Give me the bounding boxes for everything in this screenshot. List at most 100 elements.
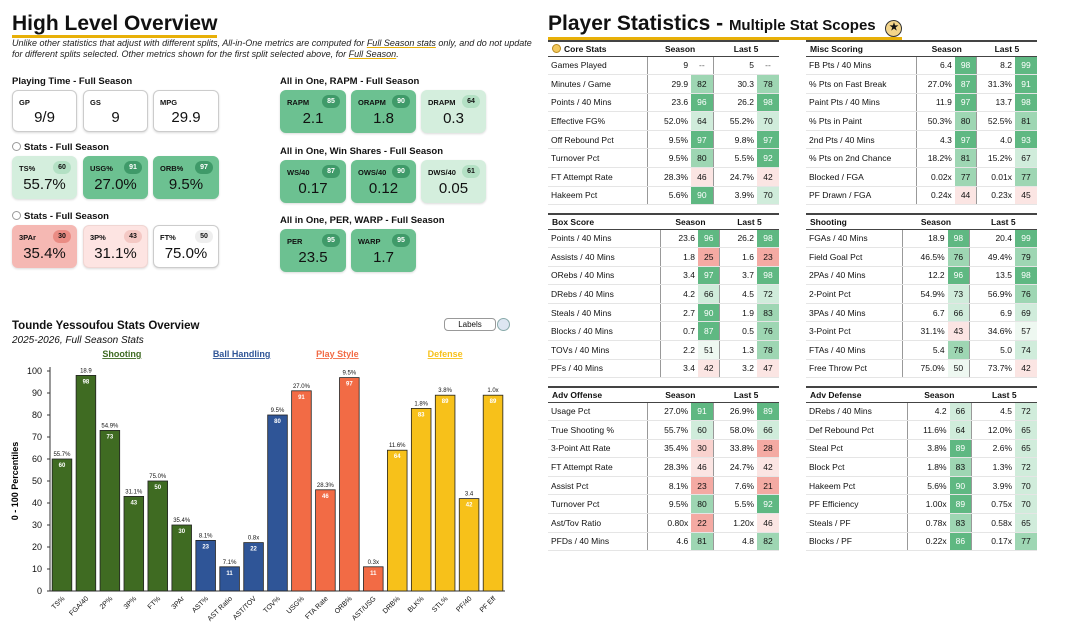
table-row[interactable]: Def Rebound Pct 11.6% 64 12.0% 65	[806, 420, 1037, 440]
card-label: WS/40	[287, 168, 310, 177]
card-ws40[interactable]: WS/40 87 0.17	[280, 160, 346, 203]
card-gp[interactable]: GP 9/9	[12, 90, 77, 132]
card-warp[interactable]: WARP 95 1.7	[351, 229, 416, 272]
table-row[interactable]: Points / 40 Mins 23.6 96 26.2 98	[548, 229, 779, 249]
bar-percentile-label: 89	[490, 399, 497, 405]
card-3p[interactable]: 3P% 43 31.1%	[83, 225, 148, 268]
table-row[interactable]: PF Efficiency 1.00x 89 0.75x 70	[806, 494, 1037, 515]
table-row[interactable]: DRebs / 40 Mins 4.2 66 4.5 72	[548, 284, 779, 304]
table-row[interactable]: FGAs / 40 Mins 18.9 98 20.4 99	[806, 229, 1037, 249]
stat-name: DRebs / 40 Mins	[806, 402, 908, 422]
table-row[interactable]: FTAs / 40 Mins 5.4 78 5.0 74	[806, 340, 1037, 360]
card-3par[interactable]: 3PAr 30 35.4%	[12, 225, 77, 268]
table-row[interactable]: Field Goal Pct 46.5% 76 49.4% 79	[806, 247, 1037, 267]
table-row[interactable]: Games Played 9 -- 5 --	[548, 56, 779, 76]
table-row[interactable]: Blocked / FGA 0.02x 77 0.01x 77	[806, 167, 1037, 187]
table-row[interactable]: Block Pct 1.8% 83 1.3% 72	[806, 457, 1037, 477]
table-row[interactable]: Steals / PF 0.78x 83 0.58x 65	[806, 513, 1037, 533]
group-title-stats-2[interactable]: Stats - Full Season	[12, 211, 109, 222]
table-row[interactable]: Steal Pct 3.8% 89 2.6% 65	[806, 439, 1037, 459]
card-drapm[interactable]: DRAPM 64 0.3	[421, 90, 486, 133]
table-row[interactable]: Assist Pct 8.1% 23 7.6% 21	[548, 476, 779, 496]
table-row[interactable]: Blocks / 40 Mins 0.7 87 0.5 76	[548, 321, 779, 342]
card-dws40[interactable]: DWS/40 61 0.05	[421, 160, 486, 203]
table-row[interactable]: Free Throw Pct 75.0% 50 73.7% 42	[806, 359, 1037, 379]
last5-percentile: 92	[757, 148, 779, 169]
table-row[interactable]: Hakeem Pct 5.6% 90 3.9% 70	[548, 186, 779, 206]
table-row[interactable]: 2-Point Pct 54.9% 73 56.9% 76	[806, 284, 1037, 304]
table-row[interactable]: PF Drawn / FGA 0.24x 44 0.23x 45	[806, 186, 1037, 206]
table-row[interactable]: Blocks / PF 0.22x 86 0.17x 77	[806, 532, 1037, 552]
card-ts[interactable]: TS% 60 55.7%	[12, 156, 77, 199]
last5-percentile: 77	[1015, 532, 1037, 552]
table-row[interactable]: Effective FG% 52.0% 64 55.2% 70	[548, 111, 779, 131]
card-gs[interactable]: GS 9	[83, 90, 148, 132]
season-value: 29.9	[646, 74, 692, 94]
table-row[interactable]: FT Attempt Rate 28.3% 46 24.7% 42	[548, 167, 779, 187]
table-row[interactable]: DRebs / 40 Mins 4.2 66 4.5 72	[806, 402, 1037, 422]
season-percentile: 50	[947, 359, 970, 379]
player-statistics-title: Player Statistics - Multiple Stat Scopes…	[548, 12, 903, 40]
full-season-stats-link[interactable]: Full Season stats	[366, 38, 436, 48]
last5-header[interactable]: Last 5	[713, 386, 779, 403]
table-row[interactable]: Points / 40 Mins 23.6 96 26.2 98	[548, 93, 779, 113]
season-value: 12.2	[901, 266, 948, 286]
table-row[interactable]: FT Attempt Rate 28.3% 46 24.7% 42	[548, 457, 779, 477]
bar	[51, 458, 73, 592]
desc-text-3: .	[396, 49, 399, 59]
card-mpg[interactable]: MPG 29.9	[153, 90, 219, 132]
card-value: 23.5	[298, 249, 328, 266]
table-row[interactable]: % Pts on Fast Break 27.0% 87 31.3% 91	[806, 74, 1037, 94]
table-row[interactable]: % Pts on 2nd Chance 18.2% 81 15.2% 67	[806, 148, 1037, 169]
season-header[interactable]: Season	[916, 40, 977, 57]
table-row[interactable]: 2PAs / 40 Mins 12.2 96 13.5 98	[806, 266, 1037, 286]
table-row[interactable]: Usage Pct 27.0% 91 26.9% 89	[548, 402, 779, 422]
season-header[interactable]: Season	[647, 40, 714, 57]
card-orapm[interactable]: ORAPM 90 1.8	[351, 90, 416, 133]
table-row[interactable]: PFs / 40 Mins 3.4 42 3.2 47	[548, 359, 779, 379]
table-row[interactable]: PFDs / 40 Mins 4.6 81 4.8 82	[548, 532, 779, 552]
table-row[interactable]: 2nd Pts / 40 Mins 4.3 97 4.0 93	[806, 130, 1037, 150]
card-orb[interactable]: ORB% 97 9.5%	[153, 156, 219, 199]
table-row[interactable]: Paint Pts / 40 Mins 11.9 97 13.7 98	[806, 93, 1037, 113]
table-row[interactable]: Assists / 40 Mins 1.8 25 1.6 23	[548, 247, 779, 267]
season-header[interactable]: Season	[902, 213, 970, 230]
table-row[interactable]: Hakeem Pct 5.6% 90 3.9% 70	[806, 476, 1037, 496]
table-row[interactable]: TOVs / 40 Mins 2.2 51 1.3 78	[548, 340, 779, 360]
last5-header[interactable]: Last 5	[971, 386, 1037, 403]
last5-header[interactable]: Last 5	[713, 40, 779, 57]
card-per[interactable]: PER 95 23.5	[280, 229, 346, 272]
card-ft[interactable]: FT% 50 75.0%	[153, 225, 219, 268]
card-label: ORAPM	[358, 98, 386, 107]
table-row[interactable]: Turnover Pct 9.5% 80 5.5% 92	[548, 494, 779, 515]
season-header[interactable]: Season	[647, 386, 714, 403]
table-row[interactable]: True Shooting % 55.7% 60 58.0% 66	[548, 420, 779, 440]
season-header[interactable]: Season	[907, 386, 972, 403]
card-ows40[interactable]: OWS/40 90 0.12	[351, 160, 416, 203]
table-row[interactable]: Minutes / Game 29.9 82 30.3 78	[548, 74, 779, 94]
group-title-stats-1[interactable]: Stats - Full Season	[12, 142, 109, 153]
table-row[interactable]: Ast/Tov Ratio 0.80x 22 1.20x 46	[548, 513, 779, 533]
table-row[interactable]: ORebs / 40 Mins 3.4 97 3.7 98	[548, 266, 779, 286]
table-row[interactable]: Turnover Pct 9.5% 80 5.5% 92	[548, 148, 779, 169]
season-value: 23.6	[646, 93, 692, 113]
labels-toggle-icon[interactable]	[497, 318, 510, 331]
last5-percentile: 65	[1015, 513, 1037, 533]
last5-header[interactable]: Last 5	[719, 213, 779, 230]
table-row[interactable]: 3-Point Att Rate 35.4% 30 33.8% 28	[548, 439, 779, 459]
medal-icon[interactable]: ★	[885, 20, 903, 37]
last5-header[interactable]: Last 5	[969, 213, 1037, 230]
table-row[interactable]: FB Pts / 40 Mins 6.4 98 8.2 99	[806, 56, 1037, 76]
full-season-link[interactable]: Full Season	[348, 49, 397, 59]
table-row[interactable]: Steals / 40 Mins 2.7 90 1.9 83	[548, 303, 779, 323]
season-header[interactable]: Season	[660, 213, 720, 230]
table-row[interactable]: Off Rebound Pct 9.5% 97 9.8% 97	[548, 130, 779, 150]
table-row[interactable]: % Pts in Paint 50.3% 80 52.5% 81	[806, 111, 1037, 131]
card-rapm[interactable]: RAPM 85 2.1	[280, 90, 346, 133]
card-usg[interactable]: USG% 91 27.0%	[83, 156, 148, 199]
last5-header[interactable]: Last 5	[976, 40, 1037, 57]
table-row[interactable]: 3-Point Pct 31.1% 43 34.6% 57	[806, 321, 1037, 342]
season-percentile: 97	[697, 266, 720, 286]
labels-toggle-button[interactable]: Labels	[444, 318, 496, 331]
table-row[interactable]: 3PAs / 40 Mins 6.7 66 6.9 69	[806, 303, 1037, 323]
